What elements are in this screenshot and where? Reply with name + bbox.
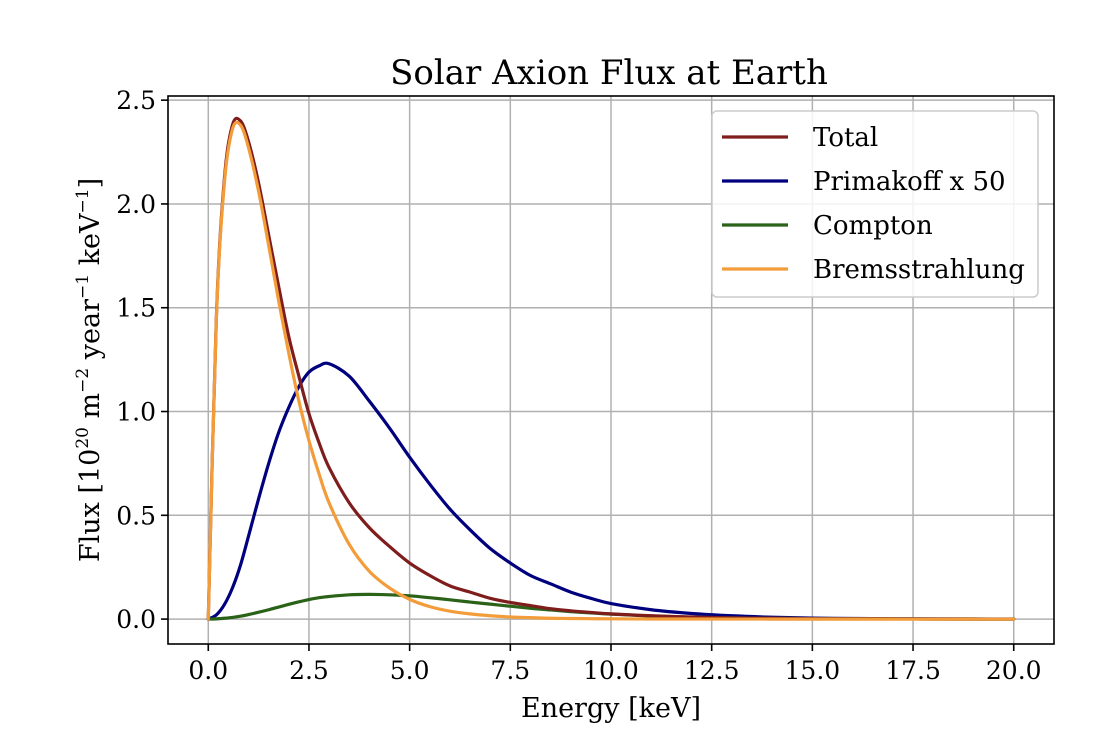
x-tick-label: 12.5	[684, 656, 740, 685]
axis-ticks: 0.0 2.5 5.0 7.5 10.0 12.5 15.0 17.5 20.0 0.0 0.5 1.…	[116, 86, 1041, 685]
x-tick-label: 17.5	[885, 656, 941, 685]
y-label-exp1: 20	[73, 427, 93, 449]
y-axis-label: Flux [1020 m−2 year−1 keV−1]	[73, 178, 106, 562]
x-tick-label: 20.0	[986, 656, 1042, 685]
y-label-mid3: keV	[75, 213, 106, 274]
legend-label: Primakoff x 50	[813, 167, 1006, 197]
y-label-prefix: Flux [10	[75, 449, 106, 562]
x-tick-label: 15.0	[785, 656, 841, 685]
x-tick-label: 10.0	[583, 656, 639, 685]
y-label-exp4: −1	[73, 188, 93, 213]
legend-box	[711, 110, 1039, 298]
y-tick-label: 0.0	[116, 605, 156, 634]
legend-label: Compton	[813, 211, 933, 241]
y-label-exp3: −1	[73, 274, 93, 299]
series-bremsstrahlung-line	[206, 120, 1016, 621]
legend-label: Bremsstrahlung	[813, 255, 1025, 285]
chart-title: Solar Axion Flux at Earth	[390, 53, 828, 93]
y-tick-label: 2.5	[116, 86, 156, 115]
y-label-mid2: year	[75, 299, 106, 368]
y-tick-label: 1.5	[116, 294, 156, 323]
y-tick-label: 0.5	[116, 501, 156, 530]
x-tick-label: 2.5	[289, 656, 329, 685]
y-label-mid1: m	[75, 393, 106, 427]
y-label-exp2: −2	[73, 368, 93, 393]
x-axis-label: Energy [keV]	[521, 693, 701, 724]
y-label-suffix: ]	[75, 178, 106, 189]
x-tick-label: 0.0	[188, 656, 228, 685]
x-tick-label: 5.0	[390, 656, 430, 685]
y-tick-label: 1.0	[116, 398, 156, 427]
legend: Total Primakoff x 50 Compton Bremsstrahlung	[711, 110, 1039, 298]
legend-label: Total	[813, 123, 878, 153]
series-group	[206, 116, 1016, 621]
x-tick-label: 7.5	[490, 656, 530, 685]
y-tick-label: 2.0	[116, 190, 156, 219]
